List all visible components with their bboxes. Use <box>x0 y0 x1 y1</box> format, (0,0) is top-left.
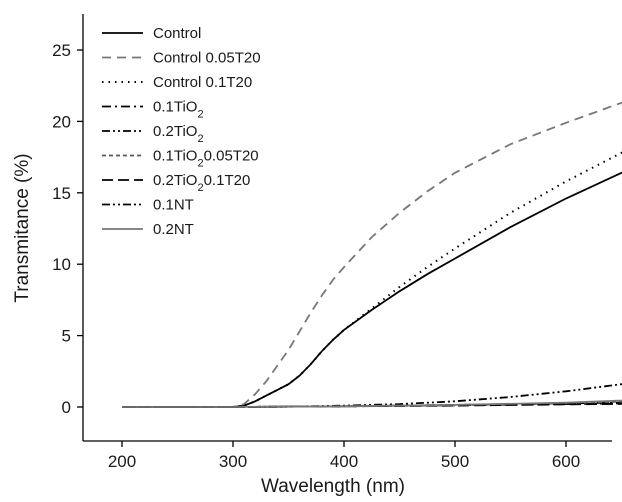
legend-label: 0.2NT <box>153 221 194 238</box>
y-tick-label: 10 <box>52 255 71 274</box>
legend-label: Control <box>153 25 201 42</box>
legend-label: 0.2TiO20.1T20 <box>153 172 250 194</box>
x-tick-label: 200 <box>108 452 136 471</box>
legend: Control Control 0.05T20 Control 0.1T20 0.1T… <box>102 25 261 238</box>
legend-label: Control 0.1T20 <box>153 74 252 91</box>
series-line <box>122 383 622 408</box>
series-line <box>122 399 622 408</box>
x-tick-label: 400 <box>330 452 358 471</box>
legend-label: 0.2TiO2 <box>153 123 204 145</box>
series-line <box>122 101 622 408</box>
y-axis-label: Transmitance (%) <box>12 153 33 302</box>
y-tick-label: 25 <box>52 41 71 60</box>
x-axis: 200300400500600700800 <box>108 441 580 471</box>
y-tick-label: 20 <box>52 112 71 131</box>
legend-label: 0.1TiO2 <box>153 99 204 121</box>
series-lines <box>122 101 622 408</box>
y-tick-label: 5 <box>62 327 71 346</box>
y-tick-label: 15 <box>52 184 71 203</box>
plot-area <box>82 14 612 442</box>
legend-label: 0.1NT <box>153 197 194 214</box>
y-tick-label: 0 <box>62 398 71 417</box>
series-line <box>122 151 622 408</box>
x-axis-label: Wavelength (nm) <box>261 476 405 497</box>
x-tick-label: 600 <box>552 452 580 471</box>
legend-label: Control 0.05T20 <box>153 50 261 67</box>
x-tick-label: 300 <box>219 452 247 471</box>
x-tick-label: 500 <box>441 452 469 471</box>
y-axis: 0 5 10 15 20 25 <box>52 41 83 417</box>
legend-label: 0.1TiO20.05T20 <box>153 148 259 170</box>
